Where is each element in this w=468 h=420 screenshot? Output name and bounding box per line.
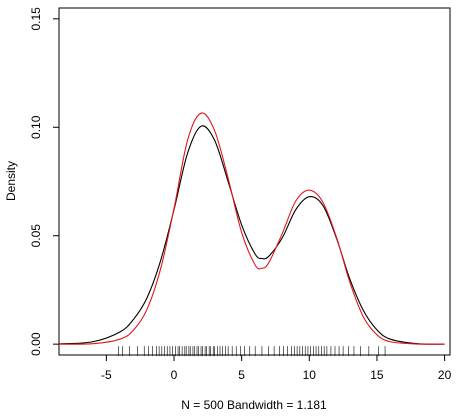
y-tick-label: 0.15	[29, 7, 43, 31]
y-tick-label: 0.10	[29, 115, 43, 139]
x-axis: -5 0 5 10 15 20	[101, 355, 452, 382]
density-curves	[58, 112, 445, 345]
y-tick-label: 0.05	[29, 224, 43, 248]
plot-frame	[58, 7, 451, 356]
density-curve-black	[58, 125, 445, 345]
x-axis-label: N = 500 Bandwidth = 1.181	[181, 398, 327, 412]
y-tick-label: 0.00	[29, 332, 43, 356]
x-tick-label: 5	[238, 368, 245, 382]
x-tick-label: 15	[370, 368, 384, 382]
x-tick-label: 20	[438, 368, 452, 382]
density-curve-red	[58, 112, 445, 345]
x-tick-label: -5	[101, 368, 112, 382]
y-axis: 0.00 0.05 0.10 0.15	[29, 7, 59, 356]
rug-marks	[118, 346, 386, 357]
x-tick-label: 10	[303, 368, 317, 382]
x-tick-label: 0	[171, 368, 178, 382]
y-axis-label: Density	[4, 161, 18, 201]
